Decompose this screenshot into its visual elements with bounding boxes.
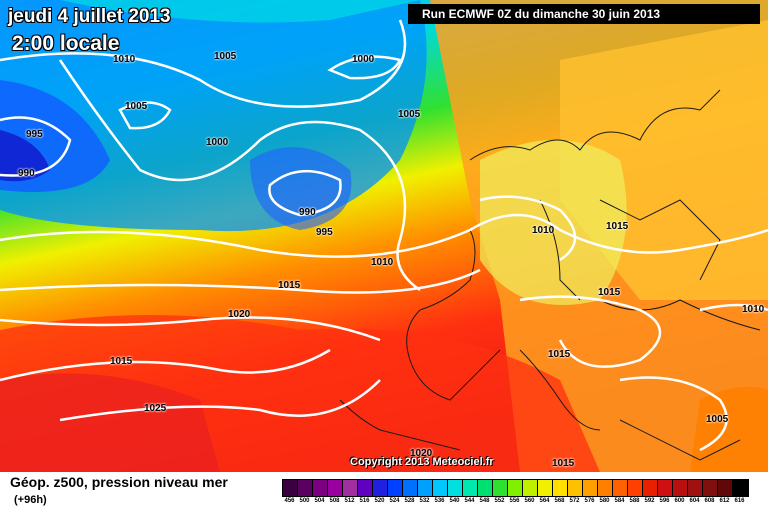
color-swatch — [478, 480, 493, 496]
isobar-label: 1020 — [228, 309, 251, 320]
color-scale-tick: 612 — [719, 498, 730, 504]
color-scale-tick: 584 — [614, 498, 625, 504]
isobar-label: 1000 — [352, 54, 375, 65]
color-swatch — [493, 480, 508, 496]
forecast-local-time: 2:00 locale — [12, 32, 120, 55]
color-swatch — [718, 480, 733, 496]
isobar-label: 990 — [18, 168, 35, 179]
color-scale-tick: 536 — [434, 498, 445, 504]
color-swatch — [313, 480, 328, 496]
color-swatch — [373, 480, 388, 496]
color-scale-tick: 572 — [569, 498, 580, 504]
color-swatch — [508, 480, 523, 496]
color-scale-tick: 608 — [704, 498, 715, 504]
color-swatch — [583, 480, 598, 496]
color-scale-tick: 564 — [539, 498, 550, 504]
color-swatch — [688, 480, 703, 496]
color-scale-tick: 520 — [374, 498, 385, 504]
color-scale-tick: 516 — [359, 498, 370, 504]
color-swatch — [298, 480, 313, 496]
color-scale-ticks: 456 500 504 508 512 516 520 524 528 532 536 540 544 5… — [282, 498, 747, 504]
isobar-label: 1015 — [110, 356, 133, 367]
color-swatch — [733, 480, 748, 496]
isobar-label: 1015 — [552, 458, 575, 469]
isobar-label: 1015 — [548, 349, 571, 360]
color-scale-tick: 500 — [299, 498, 310, 504]
color-scale-tick: 540 — [449, 498, 460, 504]
color-scale-tick: 532 — [419, 498, 430, 504]
color-scale-tick: 552 — [494, 498, 505, 504]
color-swatch — [388, 480, 403, 496]
copyright-text: Copyright 2013 Meteociel.fr — [350, 456, 494, 468]
color-swatch — [643, 480, 658, 496]
color-swatch — [538, 480, 553, 496]
isobar-label: 995 — [26, 129, 43, 140]
forecast-date: jeudi 4 juillet 2013 — [8, 6, 171, 27]
color-scale-tick: 548 — [479, 498, 490, 504]
isobar-label: 1010 — [371, 257, 394, 268]
color-swatch — [598, 480, 613, 496]
map-title: Géop. z500, pression niveau mer — [10, 474, 228, 490]
isobar-label: 1010 — [532, 225, 555, 236]
color-swatch — [358, 480, 373, 496]
color-scale-tick: 588 — [629, 498, 640, 504]
color-swatch — [283, 480, 298, 496]
color-scale-tick: 580 — [599, 498, 610, 504]
color-scale-tick: 508 — [329, 498, 340, 504]
color-scale-tick: 556 — [509, 498, 520, 504]
color-swatch — [553, 480, 568, 496]
color-scale-tick: 504 — [314, 498, 325, 504]
run-info-banner: Run ECMWF 0Z du dimanche 30 juin 2013 — [408, 4, 760, 24]
color-scale-tick: 524 — [389, 498, 400, 504]
isobar-label: 1000 — [206, 137, 229, 148]
color-swatch — [418, 480, 433, 496]
color-scale-tick: 568 — [554, 498, 565, 504]
forecast-range: (+96h) — [14, 494, 47, 506]
color-swatch — [328, 480, 343, 496]
color-scale-tick: 600 — [674, 498, 685, 504]
isobar-label: 995 — [316, 227, 333, 238]
color-swatch — [403, 480, 418, 496]
isobar-label: 1005 — [706, 414, 729, 425]
color-swatch — [448, 480, 463, 496]
isobar-label: 1015 — [598, 287, 621, 298]
isobar-label: 1010 — [742, 304, 765, 315]
color-scale-tick: 456 — [284, 498, 295, 504]
geopotential-map — [0, 0, 768, 472]
color-swatch — [568, 480, 583, 496]
isobar-label: 1005 — [398, 109, 421, 120]
color-scale-tick: 616 — [734, 498, 745, 504]
color-swatch — [463, 480, 478, 496]
isobar-label: 1010 — [113, 54, 136, 65]
color-swatch — [658, 480, 673, 496]
isobar-label: 1020 — [410, 448, 433, 459]
color-scale-tick: 512 — [344, 498, 355, 504]
isobar-label: 990 — [299, 207, 316, 218]
color-swatch — [613, 480, 628, 496]
color-scale-tick: 528 — [404, 498, 415, 504]
color-scale-tick: 604 — [689, 498, 700, 504]
color-swatch — [433, 480, 448, 496]
color-swatch — [343, 480, 358, 496]
color-scale — [282, 479, 749, 497]
color-scale-tick: 592 — [644, 498, 655, 504]
color-swatch — [703, 480, 718, 496]
isobar-label: 1015 — [278, 280, 301, 291]
color-scale-tick: 560 — [524, 498, 535, 504]
isobar-label: 1015 — [606, 221, 629, 232]
color-swatch — [628, 480, 643, 496]
isobar-label: 1005 — [214, 51, 237, 62]
color-scale-tick: 544 — [464, 498, 475, 504]
color-swatch — [523, 480, 538, 496]
color-scale-tick: 596 — [659, 498, 670, 504]
color-scale-tick: 576 — [584, 498, 595, 504]
isobar-label: 1005 — [125, 101, 148, 112]
isobar-label: 1025 — [144, 403, 167, 414]
color-swatch — [673, 480, 688, 496]
